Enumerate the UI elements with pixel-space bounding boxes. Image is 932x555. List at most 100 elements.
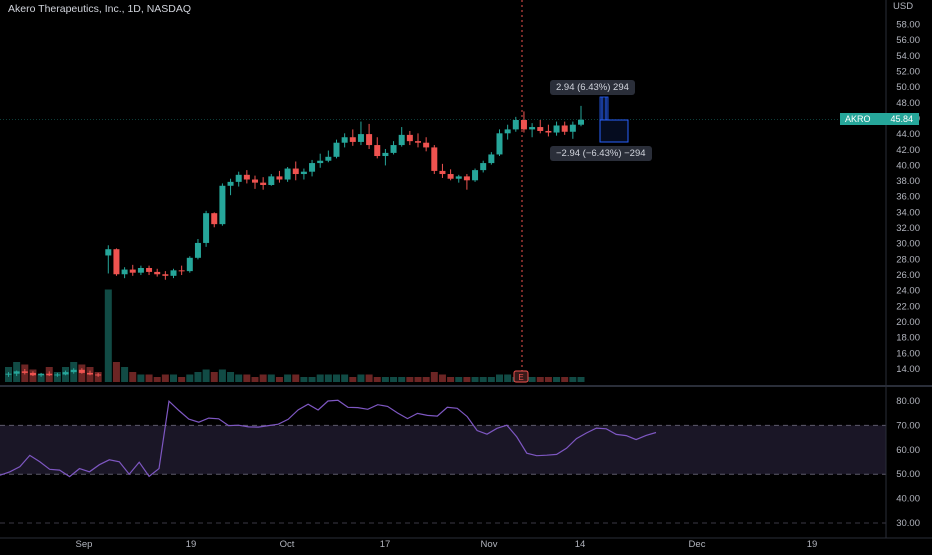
volume-bar	[202, 369, 210, 382]
volume-bar	[275, 377, 283, 382]
candle	[54, 372, 61, 377]
candle-body	[349, 137, 356, 142]
candle	[46, 371, 53, 377]
candle	[317, 153, 324, 168]
candle	[553, 121, 560, 136]
candle-body	[268, 176, 275, 185]
candle-body	[317, 160, 324, 164]
volume-bar	[324, 374, 332, 382]
candle-body	[13, 371, 20, 374]
candle	[406, 130, 413, 146]
volume-bar	[504, 374, 512, 382]
volume-bar	[414, 377, 422, 382]
volume-bar	[153, 377, 161, 382]
price-tick-label: 36.00	[896, 192, 920, 203]
candle-body	[105, 249, 112, 256]
candle-body	[46, 373, 53, 376]
rsi-line	[0, 399, 657, 478]
measure-tool[interactable]	[599, 96, 629, 143]
candle	[366, 123, 373, 149]
candle	[5, 372, 12, 377]
candle-body	[62, 372, 69, 375]
measure-box[interactable]	[599, 119, 629, 143]
volume-bar	[561, 377, 569, 382]
candle	[129, 264, 136, 276]
candle-body	[95, 374, 102, 376]
volume-bar	[137, 374, 145, 382]
rsi-pane[interactable]	[0, 399, 886, 524]
candle-body	[520, 120, 527, 130]
candle	[95, 372, 102, 377]
price-axis-currency: USD	[893, 1, 913, 12]
candle	[154, 268, 161, 277]
candle-body	[227, 181, 234, 186]
candle	[178, 265, 185, 276]
candle	[78, 368, 85, 374]
price-tick-label: 26.00	[896, 270, 920, 281]
candle	[357, 121, 364, 146]
candle-body	[537, 127, 544, 131]
volume-bar	[487, 377, 495, 382]
measure-handle[interactable]	[599, 96, 609, 121]
candle-body	[292, 168, 299, 175]
earnings-marker[interactable]: E	[513, 370, 529, 383]
candle	[113, 248, 120, 276]
candle-body	[309, 163, 316, 172]
volume-bar	[341, 374, 349, 382]
volume-bar	[161, 374, 169, 382]
candle	[186, 256, 193, 273]
candle-body	[235, 174, 242, 182]
volume-bar	[577, 377, 585, 382]
volume-bar	[186, 374, 194, 382]
candle	[87, 370, 93, 376]
volume-bar	[349, 377, 357, 382]
time-axis[interactable]: Sep 19 Oct 17 Nov 14 Dec 19	[76, 539, 818, 550]
candle-body	[113, 249, 120, 275]
candle	[70, 368, 77, 374]
candle-body	[29, 372, 36, 376]
volume-bar	[37, 374, 45, 382]
candle	[480, 160, 487, 173]
candle	[472, 168, 479, 182]
candle	[227, 178, 234, 196]
candle	[146, 265, 153, 276]
candle	[300, 168, 307, 180]
volume-bar	[194, 372, 202, 382]
candle	[194, 239, 201, 260]
time-tick-label: Sep	[76, 539, 93, 550]
volume-bar	[390, 377, 398, 382]
price-tick-label: 38.00	[896, 176, 920, 187]
rsi-tick-label: 50.00	[896, 469, 920, 480]
candle-body	[178, 270, 185, 272]
price-axis[interactable]: 58.0056.0054.0052.0050.0048.0046.0044.00…	[896, 19, 920, 375]
volume-bar	[365, 374, 373, 382]
candle	[62, 370, 69, 376]
volume-bar	[121, 367, 129, 382]
price-tick-label: 56.00	[896, 35, 920, 46]
volume-bar	[569, 377, 577, 382]
symbol-header[interactable]: Akero Therapeutics, Inc., 1D, NASDAQ	[8, 3, 192, 15]
candle	[276, 170, 283, 183]
candle	[38, 372, 45, 377]
rsi-axis[interactable]: 80.00 70.00 60.00 50.00 40.00 30.00	[896, 396, 920, 529]
volume-bar	[430, 372, 438, 382]
price-tick-label: 40.00	[896, 160, 920, 171]
price-tick-label: 50.00	[896, 82, 920, 93]
price-tick-label: 48.00	[896, 98, 920, 109]
volume-bar	[259, 374, 267, 382]
candle	[537, 120, 544, 134]
candle	[309, 159, 316, 177]
candle-body	[252, 179, 258, 183]
candle	[349, 129, 356, 146]
candle-body	[325, 156, 332, 161]
candle	[398, 127, 405, 147]
current-price-ticker: AKRO	[845, 114, 871, 124]
volume-bar	[292, 374, 300, 382]
volume-bar	[496, 374, 503, 382]
volume-bar	[210, 372, 218, 382]
volume-bar	[227, 372, 235, 382]
candle	[29, 371, 36, 377]
candle-body	[439, 170, 446, 175]
candle-body	[300, 171, 307, 175]
